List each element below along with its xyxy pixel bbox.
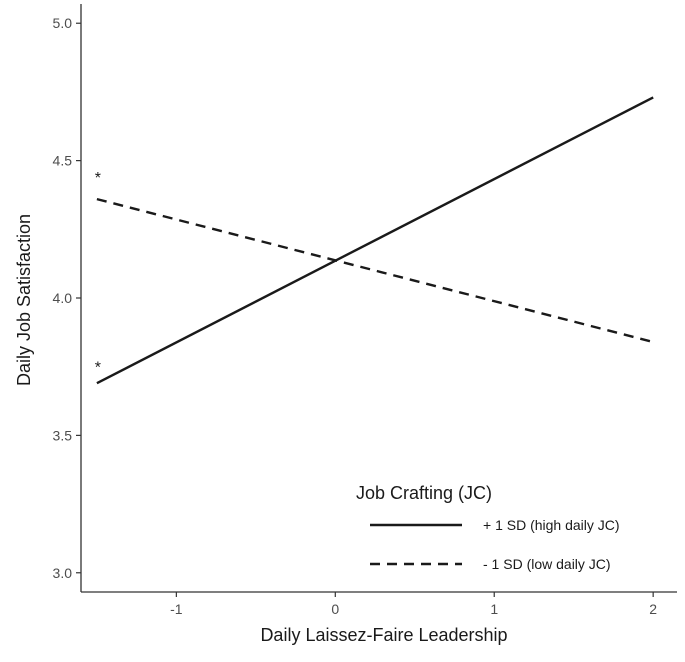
x-tick-label: 0	[331, 601, 339, 617]
series-line-low-jc	[96, 197, 654, 344]
x-axis-label: Daily Laissez-Faire Leadership	[260, 625, 507, 645]
legend-label-low-jc: - 1 SD (low daily JC)	[483, 556, 611, 572]
annotation-layer: **	[95, 170, 101, 377]
axes: 3.0 3.5 4.0 4.5 5.0 -1 0 1 2	[53, 4, 677, 617]
series-line-high-jc	[96, 96, 654, 385]
y-tick-label: 4.0	[53, 290, 73, 306]
legend: Job Crafting (JC) + 1 SD (high daily JC)…	[356, 483, 620, 572]
legend-label-high-jc: + 1 SD (high daily JC)	[483, 517, 620, 533]
legend-title: Job Crafting (JC)	[356, 483, 492, 503]
y-tick-label: 3.0	[53, 565, 73, 581]
x-tick-label: -1	[170, 601, 183, 617]
y-axis-label: Daily Job Satisfaction	[14, 214, 34, 386]
x-tick-label: 2	[649, 601, 657, 617]
y-tick-label: 5.0	[53, 15, 73, 31]
significance-marker: *	[95, 170, 101, 187]
y-tick-label: 4.5	[53, 153, 73, 169]
y-tick-label: 3.5	[53, 427, 73, 443]
significance-marker: *	[95, 360, 101, 377]
x-tick-label: 1	[490, 601, 498, 617]
series-layer	[96, 96, 654, 385]
